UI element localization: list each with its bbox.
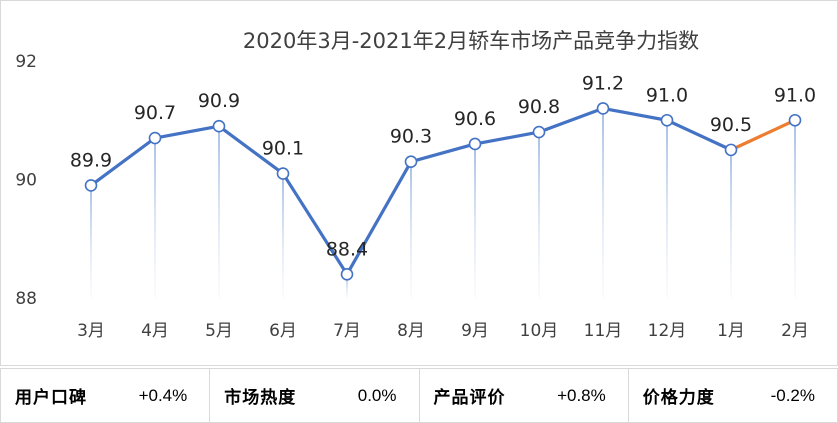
data-label: 90.3 xyxy=(390,126,432,148)
data-point xyxy=(84,179,98,192)
data-label: 90.9 xyxy=(198,90,240,112)
x-tick-label: 5月 xyxy=(205,321,233,341)
data-markers xyxy=(84,102,802,281)
x-tick-label: 1月 xyxy=(717,321,745,341)
drop-line xyxy=(666,120,668,298)
x-tick-label: 10月 xyxy=(520,321,559,341)
metric-name: 产品评价 xyxy=(433,388,506,408)
y-tick-label: 92 xyxy=(15,52,37,72)
data-point xyxy=(660,113,674,127)
drop-line xyxy=(282,173,284,298)
drop-line xyxy=(346,274,348,298)
data-label: 91.2 xyxy=(582,72,624,94)
data-point xyxy=(724,143,738,157)
drop-line xyxy=(90,185,92,298)
data-label: 88.4 xyxy=(326,238,368,260)
drop-line xyxy=(602,108,604,299)
y-tick-label: 90 xyxy=(15,171,37,191)
data-label: 90.6 xyxy=(454,108,496,130)
y-axis-ticks: 88 90 92 xyxy=(15,52,37,309)
metric-value: 0.0% xyxy=(357,385,397,405)
metric-user-reputation: 用户口碑 +0.4% xyxy=(1,369,211,422)
data-point xyxy=(276,167,290,180)
data-point xyxy=(340,267,354,281)
highlight-segment xyxy=(729,118,797,152)
line-chart: 2020年3月-2021年2月轿车市场产品竞争力指数 88 90 92 3月 4月 5月… xyxy=(15,29,816,341)
x-tick-label: 8月 xyxy=(397,321,425,341)
data-point xyxy=(148,131,162,145)
metric-value: -0.2% xyxy=(770,385,815,405)
drop-line xyxy=(794,120,796,298)
metric-name: 用户口碑 xyxy=(15,388,87,408)
drop-line xyxy=(410,161,412,298)
metric-name: 价格力度 xyxy=(642,388,715,408)
x-tick-label: 2月 xyxy=(781,321,809,341)
drop-line xyxy=(538,132,540,298)
chart-frame: 2020年3月-2021年2月轿车市场产品竞争力指数 88 90 92 3月 4月 5月… xyxy=(0,0,838,366)
data-point xyxy=(404,155,418,169)
data-label: 91.0 xyxy=(646,84,688,106)
drop-lines xyxy=(90,108,796,299)
x-tick-label: 11月 xyxy=(584,321,623,341)
x-tick-label: 4月 xyxy=(141,321,169,341)
data-label: 90.1 xyxy=(262,138,304,160)
metric-value: +0.8% xyxy=(557,385,606,405)
x-tick-label: 6月 xyxy=(269,321,297,341)
x-tick-label: 9月 xyxy=(461,321,489,341)
data-label: 90.5 xyxy=(710,114,752,136)
metric-name: 市场热度 xyxy=(224,388,297,408)
x-axis-ticks: 3月 4月 5月 6月 7月 8月 9月 10月 11月 12月 1月 2月 xyxy=(77,321,809,341)
data-point xyxy=(596,102,610,115)
data-label: 90.7 xyxy=(134,102,176,124)
data-point xyxy=(788,113,802,127)
data-label: 90.8 xyxy=(518,96,560,118)
metric-price-strength: 价格力度 -0.2% xyxy=(629,369,837,422)
metrics-bar: 用户口碑 +0.4% 市场热度 0.0% 产品评价 +0.8% 价格力度 -0.… xyxy=(0,368,838,423)
drop-line xyxy=(730,149,732,298)
drop-line xyxy=(474,143,476,298)
chart-title: 2020年3月-2021年2月轿车市场产品竞争力指数 xyxy=(243,29,699,53)
x-tick-label: 12月 xyxy=(648,321,687,341)
data-point xyxy=(212,119,226,133)
y-tick-label: 88 xyxy=(15,289,37,309)
series-lines xyxy=(89,106,797,276)
data-labels: 89.9 90.7 90.9 90.1 88.4 90.3 90.6 90.8 91.2 91.0… xyxy=(70,72,816,260)
metric-product-review: 产品评价 +0.8% xyxy=(420,369,629,422)
drop-line xyxy=(218,126,220,298)
x-tick-label: 7月 xyxy=(333,321,361,341)
data-point xyxy=(532,125,546,139)
metric-market-heat: 市场热度 0.0% xyxy=(210,369,420,422)
data-label: 89.9 xyxy=(70,149,112,171)
data-point xyxy=(468,137,482,151)
drop-line xyxy=(154,138,156,298)
data-label: 91.0 xyxy=(774,84,816,106)
metric-value: +0.4% xyxy=(138,385,188,405)
x-tick-label: 3月 xyxy=(77,321,105,341)
